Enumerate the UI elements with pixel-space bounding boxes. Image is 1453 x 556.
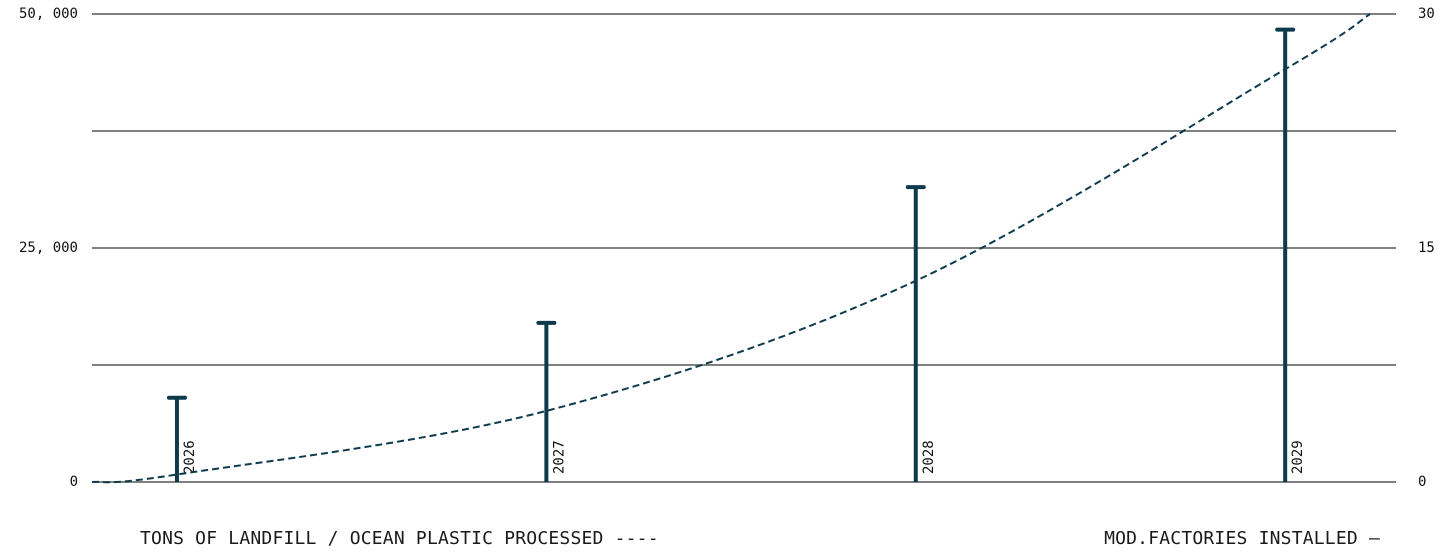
left-axis-tick-labels: 0 25, 000 50, 000	[19, 6, 78, 490]
left-tick-label-1: 25, 000	[19, 240, 78, 256]
right-tick-label-2: 30	[1418, 6, 1435, 22]
plastic-processed-curve	[91, 13, 1371, 484]
bar-label-2028: 2028	[921, 440, 937, 474]
right-axis-tick-labels: 0 15 30	[1418, 6, 1435, 490]
left-tick-label-0: 0	[70, 474, 78, 490]
right-tick-label-0: 0	[1418, 474, 1426, 490]
bar-label-2029: 2029	[1290, 440, 1306, 474]
plastic-curve	[91, 13, 1371, 484]
bar-2028: 2028	[905, 185, 937, 482]
bar-2027: 2027	[536, 320, 567, 482]
bar-label-2026: 2026	[182, 440, 198, 474]
legend-left-series: TONS OF LANDFILL / OCEAN PLASTIC PROCESS…	[140, 528, 659, 549]
gridlines	[92, 13, 1396, 483]
bar-2029: 2029	[1275, 27, 1306, 482]
left-tick-label-2: 50, 000	[19, 6, 78, 22]
bar-label-2027: 2027	[551, 440, 567, 474]
factory-bars: 2026 2027 2028 2029	[166, 27, 1306, 482]
legend-right-series: MOD.FACTORIES INSTALLED —	[1104, 528, 1380, 549]
bar-2026: 2026	[166, 395, 198, 482]
right-tick-label-1: 15	[1418, 240, 1435, 256]
